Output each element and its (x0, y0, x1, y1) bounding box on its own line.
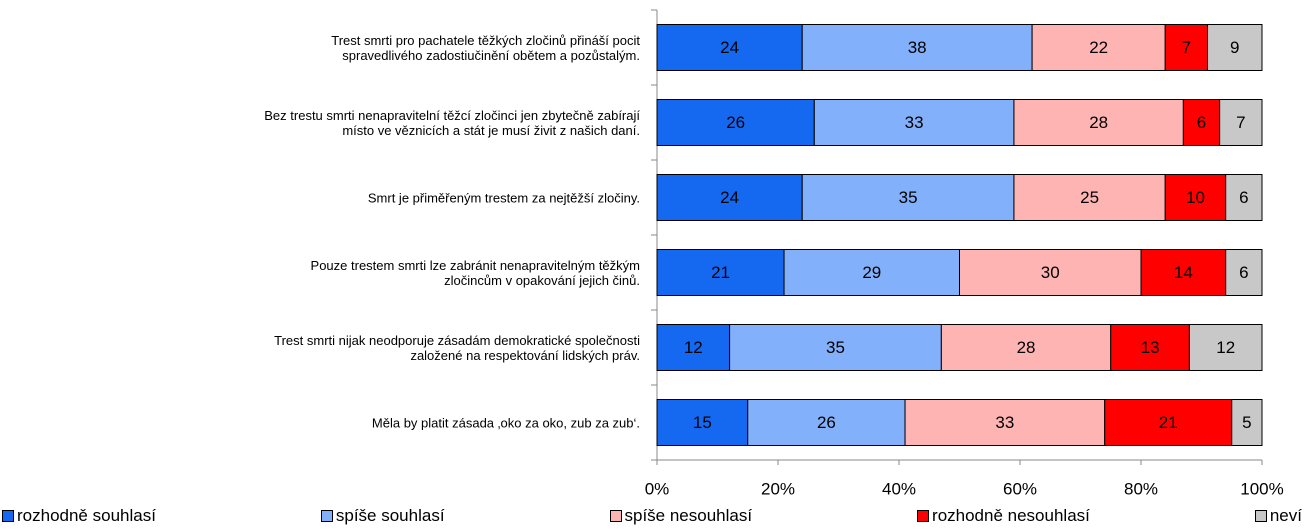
legend-label: rozhodně nesouhlasí (932, 506, 1090, 525)
category-label: Měla by platit zásada ‚oko za oko, zub z… (371, 415, 640, 430)
bar-segment (1104, 399, 1233, 446)
x-tick-label: 20% (761, 479, 795, 498)
x-tick-label: 80% (1124, 479, 1158, 498)
legend-swatch (320, 510, 333, 522)
category-label: Bez trestu smrti nenapravitelní těžcí zl… (264, 107, 640, 138)
x-tick-label: 60% (1003, 479, 1037, 498)
bar-segment (801, 24, 1033, 71)
legend-swatch (609, 510, 622, 522)
legend-item: rozhodně souhlasí (2, 506, 156, 526)
data-label: 13 (1141, 338, 1160, 357)
bar-segment (940, 324, 1112, 371)
data-label: 38 (908, 38, 927, 57)
data-label: 35 (826, 338, 845, 357)
legend-item: spíše souhlasí (320, 506, 445, 526)
data-label: 25 (1080, 188, 1099, 207)
data-label: 22 (1089, 38, 1108, 57)
data-label: 6 (1239, 263, 1248, 282)
bar-segment (1182, 99, 1221, 146)
data-label: 5 (1242, 413, 1251, 432)
bar-segment (1164, 174, 1227, 221)
data-label: 6 (1239, 188, 1248, 207)
data-label: 15 (693, 413, 712, 432)
x-tick-label: 100% (1240, 479, 1283, 498)
legend-label: spíše nesouhlasí (624, 506, 753, 525)
bar-segment (1164, 24, 1209, 71)
category-label: Smrt je přiměřeným trestem za nejtěžší z… (367, 190, 640, 205)
bar-segment (656, 174, 803, 221)
data-label: 26 (726, 113, 745, 132)
data-label: 24 (720, 38, 739, 57)
data-label: 14 (1174, 263, 1193, 282)
legend-label: neví (1269, 506, 1302, 525)
legend-label: spíše souhlasí (335, 506, 445, 525)
data-label: 7 (1236, 113, 1245, 132)
bar-segment (813, 99, 1015, 146)
data-label: 26 (817, 413, 836, 432)
bar-segment (1013, 99, 1184, 146)
data-label: 9 (1230, 38, 1239, 57)
data-label: 30 (1041, 263, 1060, 282)
data-label: 21 (1159, 413, 1178, 432)
legend-swatch (917, 510, 930, 522)
data-label: 21 (711, 263, 730, 282)
bar-segment (904, 399, 1106, 446)
bar-segment (1207, 24, 1263, 71)
bar-segment (1225, 174, 1263, 221)
data-label: 28 (1089, 113, 1108, 132)
bar-segment (1013, 174, 1166, 221)
bar-segment (1219, 99, 1263, 146)
legend-label: rozhodně souhlasí (17, 506, 156, 525)
data-label: 28 (1017, 338, 1036, 357)
bar-segment (747, 399, 906, 446)
category-label: Trest smrti nijak neodporuje zásadám dem… (274, 332, 640, 363)
data-label: 35 (899, 188, 918, 207)
data-label: 12 (684, 338, 703, 357)
legend-item: spíše nesouhlasí (609, 506, 753, 526)
bar-segment (656, 99, 815, 146)
data-label: 10 (1186, 188, 1205, 207)
bar-segment (1140, 249, 1227, 296)
x-tick-label: 40% (882, 479, 916, 498)
bar-segment (1031, 24, 1166, 71)
category-label: Trest smrti pro pachatele těžkých zločin… (331, 32, 640, 63)
data-label: 33 (905, 113, 924, 132)
data-label: 29 (862, 263, 881, 282)
legend-swatch (2, 510, 14, 522)
bar-segment (1231, 399, 1263, 446)
bar-segment (783, 249, 960, 296)
data-label: 33 (995, 413, 1014, 432)
legend-item: rozhodně nesouhlasí (917, 506, 1090, 526)
category-label: Pouze trestem smrti lze zabránit nenapra… (310, 257, 640, 288)
bar-segment (656, 24, 803, 71)
bar-segment (1188, 324, 1263, 371)
legend: rozhodně souhlasí spíše souhlasí spíše nes… (2, 506, 1302, 526)
x-tick-label: 0% (645, 479, 670, 498)
bar-segment (801, 174, 1015, 221)
legend-item: neví (1254, 506, 1302, 526)
data-label: 12 (1216, 338, 1235, 357)
data-label: 7 (1182, 38, 1191, 57)
legend-swatch (1254, 510, 1267, 522)
bar-segment (729, 324, 942, 371)
bar-segment (959, 249, 1142, 296)
data-label: 6 (1197, 113, 1206, 132)
data-label: 24 (720, 188, 739, 207)
bar-segment (656, 399, 749, 446)
bar-segment (1225, 249, 1263, 296)
